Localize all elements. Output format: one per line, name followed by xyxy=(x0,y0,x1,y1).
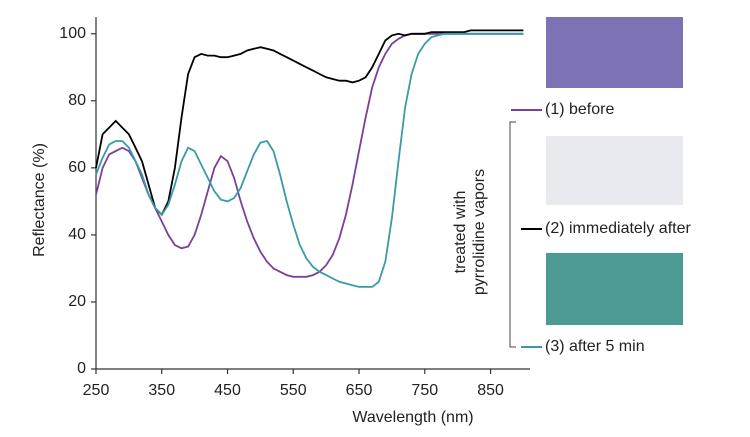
legend-label: (3) after 5 min xyxy=(545,338,645,355)
legend-label: (1) before xyxy=(545,101,614,118)
y-tick-label: 0 xyxy=(77,360,86,377)
x-axis-label: Wavelength (nm) xyxy=(352,409,473,426)
x-tick-label: 350 xyxy=(148,382,175,399)
y-tick-label: 80 xyxy=(68,92,86,109)
y-tick-label: 60 xyxy=(68,159,86,176)
annotation: treated with xyxy=(452,191,469,274)
series-line xyxy=(95,32,524,288)
y-tick-label: 40 xyxy=(68,226,86,243)
x-tick-label: 250 xyxy=(83,382,110,399)
x-tick-label: 750 xyxy=(411,382,438,399)
y-axis-label: Reflectance (%) xyxy=(31,143,48,257)
sample-before xyxy=(546,17,683,88)
bracket xyxy=(509,121,516,348)
x-tick-label: 850 xyxy=(477,382,504,399)
sample-immediately-after xyxy=(546,136,683,205)
legend-label: (2) immediately after xyxy=(545,220,691,237)
annotation: pyrrolidine vapors xyxy=(471,169,488,295)
y-tick-label: 20 xyxy=(68,293,86,310)
sample-after-5-min xyxy=(546,253,683,325)
x-tick-label: 650 xyxy=(346,382,373,399)
x-tick-label: 550 xyxy=(280,382,307,399)
series-line xyxy=(95,29,524,217)
y-tick-label: 100 xyxy=(59,25,86,42)
x-tick-label: 450 xyxy=(214,382,241,399)
